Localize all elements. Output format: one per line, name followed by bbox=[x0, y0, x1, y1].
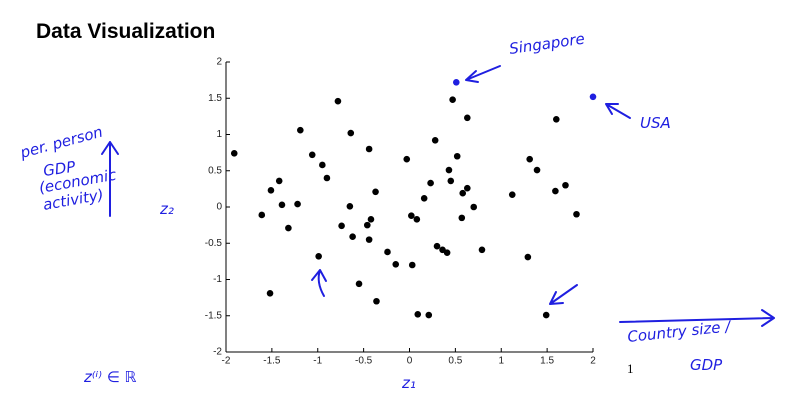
point bbox=[408, 212, 415, 219]
point bbox=[408, 261, 416, 269]
point bbox=[452, 79, 460, 86]
point bbox=[526, 155, 533, 163]
point bbox=[445, 166, 453, 174]
y-tick-label: 2 bbox=[216, 57, 222, 68]
y-tick-label: 1.5 bbox=[208, 93, 222, 104]
point bbox=[294, 200, 301, 208]
annotation: z₂ bbox=[159, 200, 174, 218]
y-tick-label: -2 bbox=[213, 347, 222, 358]
y-tick-label: 0.5 bbox=[208, 165, 222, 176]
point bbox=[459, 189, 467, 197]
point bbox=[346, 202, 354, 210]
y-tick-label: 0 bbox=[216, 202, 222, 213]
point bbox=[403, 155, 411, 163]
point bbox=[275, 177, 283, 185]
point bbox=[319, 161, 326, 169]
point bbox=[365, 145, 373, 153]
y-tick-label: 1 bbox=[216, 129, 222, 140]
arrow bbox=[311, 269, 327, 297]
point bbox=[443, 249, 451, 256]
point bbox=[258, 211, 266, 219]
arrow bbox=[101, 141, 119, 217]
point bbox=[347, 129, 355, 137]
point bbox=[278, 201, 286, 209]
annotation: GDP bbox=[690, 356, 723, 374]
annotation: GDP bbox=[42, 158, 77, 180]
point bbox=[433, 242, 441, 250]
point bbox=[542, 311, 550, 319]
arrow bbox=[549, 284, 578, 305]
point bbox=[355, 280, 363, 288]
point bbox=[414, 311, 422, 318]
point bbox=[334, 97, 342, 105]
point bbox=[508, 191, 516, 198]
x-tick-label: 1.5 bbox=[540, 356, 554, 367]
point bbox=[464, 184, 471, 192]
annotation: USA bbox=[640, 114, 671, 132]
point bbox=[323, 174, 331, 182]
arrow bbox=[605, 103, 631, 119]
x-tick-label: -2 bbox=[222, 356, 231, 367]
point bbox=[562, 181, 569, 189]
point bbox=[267, 187, 275, 194]
point bbox=[308, 151, 316, 159]
x-tick-label: 0 bbox=[407, 356, 413, 367]
arrow bbox=[465, 65, 501, 83]
point bbox=[589, 93, 597, 101]
point bbox=[470, 203, 478, 211]
point bbox=[425, 311, 433, 319]
x-tick-label: 2 bbox=[590, 356, 596, 367]
arrow bbox=[619, 309, 775, 327]
point bbox=[524, 253, 532, 261]
point bbox=[297, 126, 304, 134]
point bbox=[367, 216, 375, 223]
x-tick-label: 1 bbox=[498, 356, 504, 367]
point bbox=[338, 222, 345, 230]
point bbox=[373, 297, 380, 305]
point bbox=[427, 179, 434, 187]
point bbox=[384, 248, 391, 256]
point bbox=[447, 177, 455, 185]
point bbox=[573, 210, 580, 218]
point bbox=[230, 150, 238, 157]
point bbox=[372, 188, 379, 196]
point bbox=[365, 236, 373, 243]
point bbox=[363, 221, 371, 229]
point bbox=[553, 115, 560, 123]
point bbox=[420, 195, 428, 202]
point bbox=[533, 166, 541, 174]
annotation: per. person bbox=[17, 123, 104, 163]
annotation: z⁽ⁱ⁾ ∈ ℝ bbox=[83, 368, 137, 386]
point bbox=[458, 214, 466, 222]
x-tick-label: -1 bbox=[313, 356, 322, 367]
x-tick-label: -0.5 bbox=[355, 356, 373, 367]
point bbox=[478, 246, 486, 254]
page-number: 1 bbox=[627, 361, 634, 376]
point bbox=[431, 137, 439, 144]
annotation: Singapore bbox=[508, 30, 586, 58]
y-tick-label: -1.5 bbox=[205, 310, 223, 321]
point bbox=[349, 233, 356, 241]
point bbox=[285, 224, 292, 232]
point bbox=[315, 252, 322, 260]
point bbox=[453, 152, 461, 160]
point bbox=[449, 96, 456, 103]
point bbox=[266, 289, 274, 297]
annotation: z₁ bbox=[401, 374, 416, 392]
x-tick-label: 0.5 bbox=[448, 356, 462, 367]
y-tick-label: -1 bbox=[213, 274, 222, 285]
point bbox=[552, 187, 559, 195]
point bbox=[392, 260, 400, 268]
slide-title: Data Visualization bbox=[36, 20, 215, 43]
x-tick-label: -1.5 bbox=[263, 356, 281, 367]
y-tick-label: -0.5 bbox=[205, 238, 223, 249]
point bbox=[413, 216, 421, 223]
point bbox=[464, 114, 471, 122]
